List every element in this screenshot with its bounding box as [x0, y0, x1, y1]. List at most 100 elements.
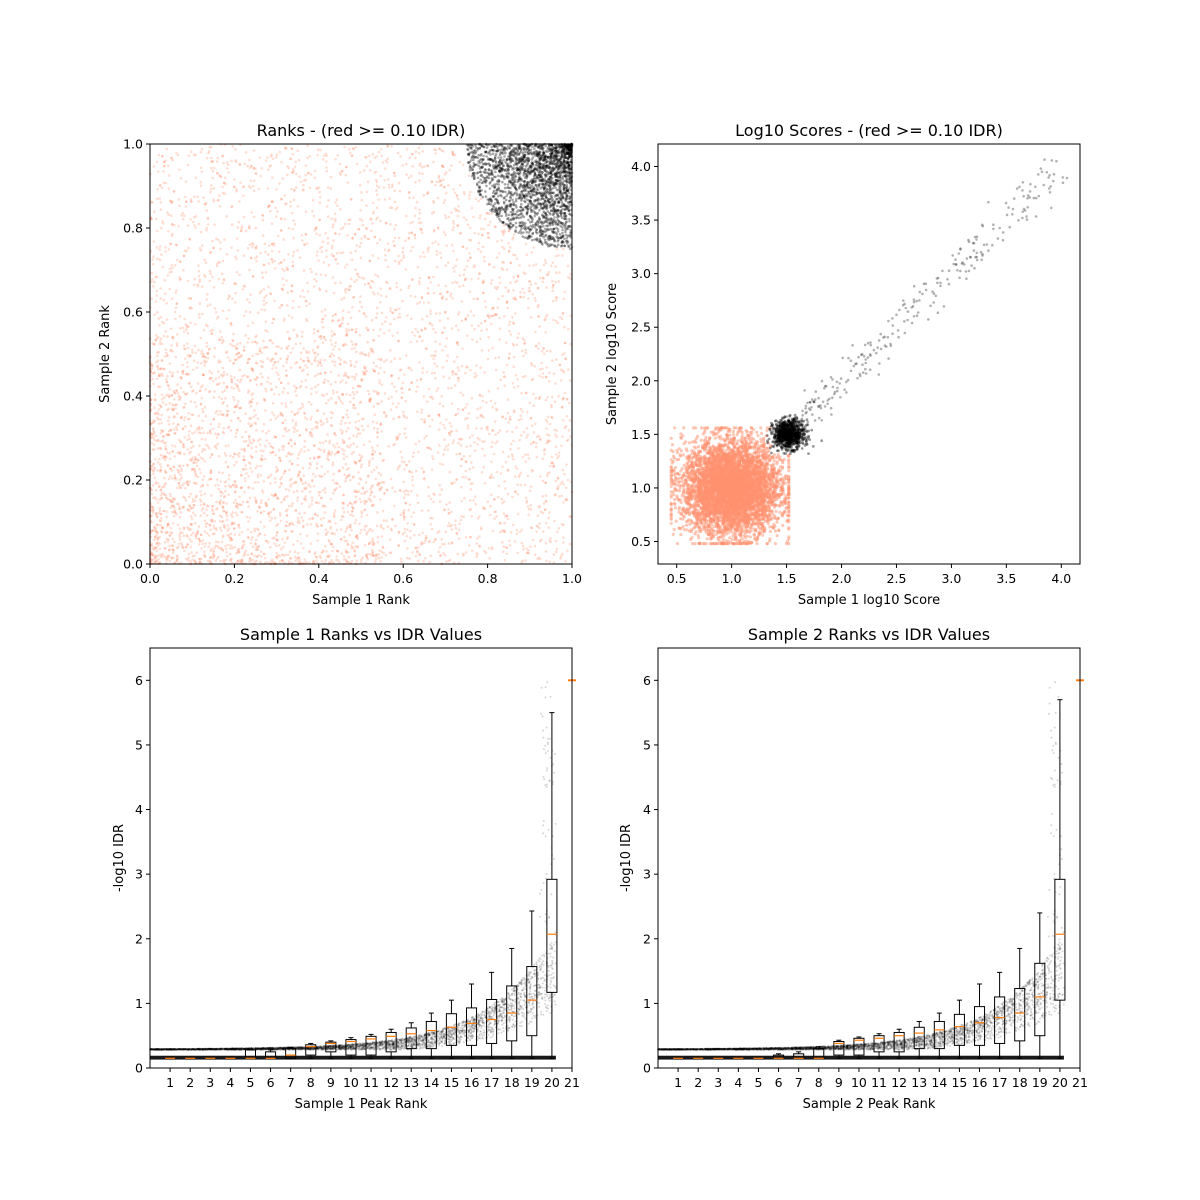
rank-point-fail — [406, 547, 409, 550]
rank-point-fail — [478, 272, 481, 276]
rank-point-fail — [366, 340, 370, 344]
rank-point-fail — [557, 451, 561, 454]
rank-point-fail — [466, 334, 469, 338]
rank-point-fail — [396, 437, 400, 440]
rank-point-fail — [372, 389, 376, 393]
rank-point-fail — [254, 246, 258, 250]
rank-point-fail — [550, 455, 554, 459]
rank-point-fail — [168, 457, 172, 461]
rank-point-fail — [271, 200, 274, 203]
rank-point-fail — [527, 513, 530, 517]
rank-point-fail — [528, 280, 531, 283]
rank-point-fail — [328, 540, 331, 543]
rank-point-fail — [474, 197, 478, 200]
rank-point-fail — [365, 204, 368, 207]
rank-point-fail — [327, 398, 330, 402]
rank-point-fail — [212, 396, 216, 399]
rank-point-fail — [358, 522, 361, 526]
rank-point-fail — [475, 552, 479, 555]
rank-point-fail — [235, 552, 239, 555]
rank-point-fail — [422, 193, 426, 197]
rank-point-fail — [413, 214, 417, 218]
rank-point-fail — [454, 324, 458, 328]
rank-point-fail — [277, 250, 281, 253]
rank-point-fail — [306, 356, 310, 359]
rank-point-fail — [563, 290, 566, 294]
rank-point-fail — [177, 225, 180, 228]
rank-point-fail — [377, 257, 380, 260]
rank-point-fail — [386, 157, 390, 161]
rank-point-fail — [177, 502, 180, 506]
rank-point-fail — [503, 530, 506, 534]
rank-point-fail — [494, 225, 497, 228]
rank-point-fail — [285, 514, 289, 517]
rank-point-fail — [507, 289, 511, 292]
rank-point-fail — [360, 515, 363, 518]
rank-point-fail — [465, 265, 469, 268]
rank-point-fail — [282, 472, 286, 475]
rank-point-fail — [201, 539, 205, 542]
rank-point-fail — [359, 531, 362, 535]
rank-point-fail — [380, 294, 383, 297]
rank-point-fail — [212, 527, 216, 530]
rank-point-fail — [459, 464, 463, 468]
rank-point-fail — [242, 194, 245, 197]
rank-point-fail — [499, 472, 503, 475]
rank-point-fail — [230, 380, 234, 384]
rank-point-fail — [265, 330, 269, 333]
rank-point-fail — [522, 295, 526, 299]
rank-point-fail — [174, 306, 178, 310]
rank-point-fail — [512, 439, 515, 443]
rank-point-fail — [411, 455, 415, 458]
rank-point-fail — [223, 192, 227, 195]
rank-point-fail — [506, 517, 510, 521]
rank-point-fail — [155, 311, 159, 314]
rank-point-fail — [393, 227, 396, 231]
rank-point-fail — [168, 544, 171, 548]
rank-point-fail — [260, 499, 263, 502]
rank-point-fail — [427, 509, 430, 512]
rank-point-fail — [508, 323, 511, 327]
rank-point-fail — [349, 363, 353, 366]
rank-point-fail — [191, 351, 194, 354]
rank-point-fail — [561, 247, 565, 251]
rank-point-fail — [232, 501, 236, 504]
rank-point-fail — [447, 521, 451, 525]
rank-point-fail — [260, 308, 263, 311]
rank-point-fail — [152, 284, 155, 288]
rank-point-fail — [219, 373, 223, 377]
rank-point-fail — [277, 448, 281, 452]
rank-point-fail — [275, 555, 278, 559]
rank-point-fail — [482, 228, 485, 231]
rank-point-fail — [231, 144, 234, 148]
rank-point-fail — [548, 371, 551, 375]
rank-point-fail — [286, 330, 290, 334]
rank-point-fail — [358, 432, 362, 435]
rank-point-fail — [383, 392, 387, 395]
rank-point-fail — [308, 466, 311, 470]
rank-point-fail — [448, 376, 451, 380]
rank-point-fail — [260, 555, 263, 558]
rank-point-fail — [398, 316, 402, 319]
rank-point-fail — [278, 456, 281, 460]
rank-point-fail — [264, 389, 268, 393]
rank-point-fail — [286, 347, 289, 351]
rank-point-fail — [397, 254, 400, 258]
rank-point-fail — [156, 523, 159, 527]
rank-point-fail — [165, 377, 168, 381]
rank-point-fail — [349, 277, 353, 281]
rank-point-fail — [183, 549, 186, 552]
rank-point-fail — [302, 359, 305, 363]
rank-point-fail — [163, 540, 167, 544]
rank-point-fail — [505, 363, 509, 367]
rank-point-fail — [378, 381, 381, 385]
rank-point-fail — [336, 154, 340, 157]
rank-point-fail — [324, 533, 328, 536]
rank-point-fail — [422, 559, 426, 563]
rank-point-fail — [446, 261, 450, 265]
rank-point-fail — [232, 387, 236, 390]
rank-point-fail — [507, 249, 511, 253]
rank-point-fail — [248, 496, 252, 500]
rank-point-fail — [341, 466, 345, 470]
rank-point-fail — [453, 191, 457, 195]
